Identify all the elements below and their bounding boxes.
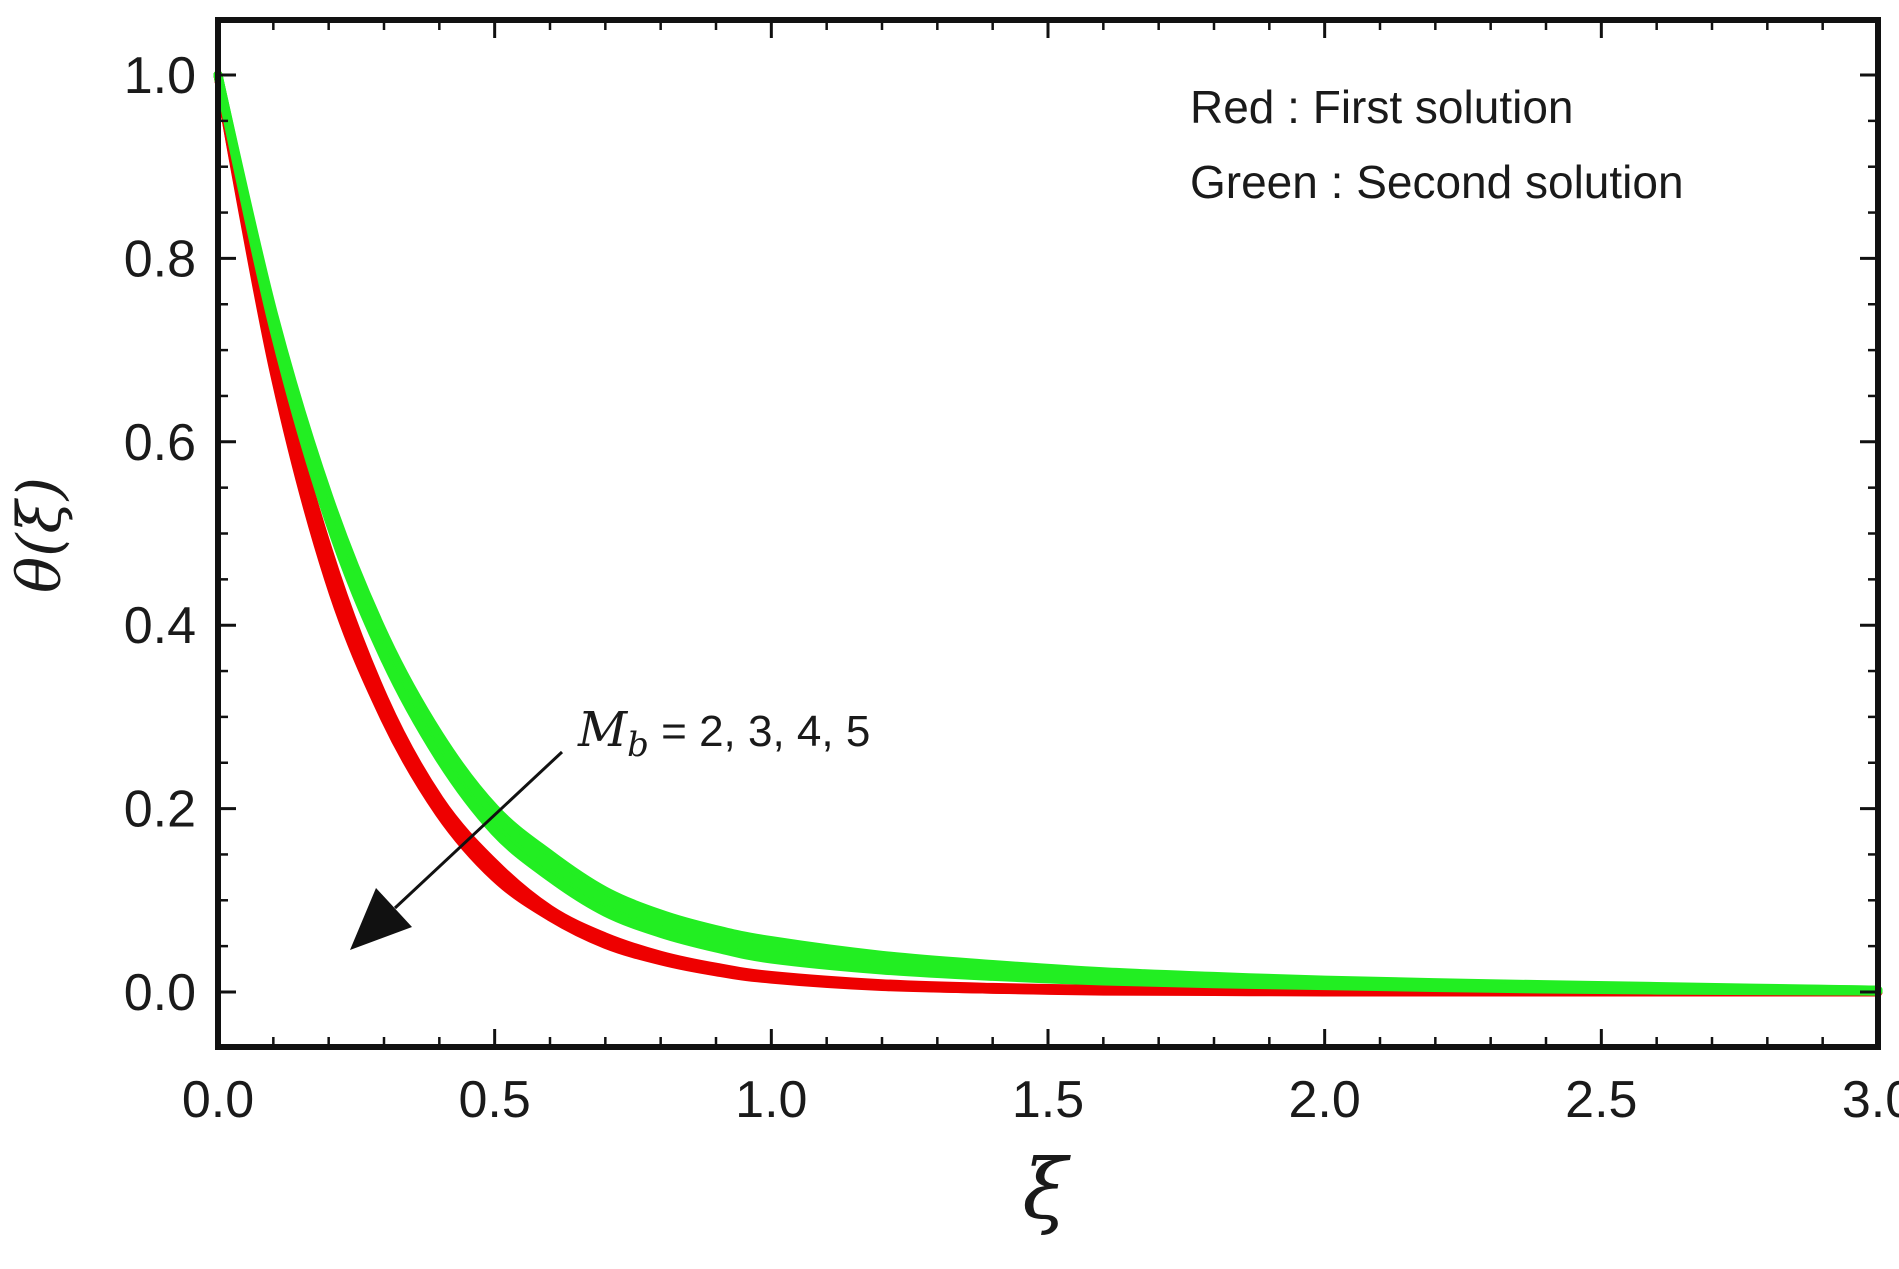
legend-green-sep: : — [1318, 156, 1356, 208]
x-tick-label: 2.5 — [1565, 1071, 1637, 1129]
x-tick-label: 3.0 — [1842, 1071, 1899, 1129]
x-tick-label: 2.0 — [1289, 1071, 1361, 1129]
y-tick-label: 1.0 — [124, 47, 196, 105]
anno-values: = 2, 3, 4, 5 — [649, 707, 870, 756]
legend-red-sep: : — [1274, 81, 1312, 133]
y-tick-label: 0.4 — [124, 597, 196, 655]
y-tick-label: 0.8 — [124, 230, 196, 288]
y-tick-label: 0.2 — [124, 781, 196, 839]
y-axis-title: θ(ξ) — [5, 477, 75, 593]
series-line-8 — [213, 70, 1883, 996]
legend-green-color: Green — [1190, 156, 1318, 208]
x-axis-title: ξ — [1022, 1143, 1071, 1238]
legend-green-desc: Second solution — [1356, 156, 1683, 208]
legend-entry-red: Red : First solution — [1190, 81, 1573, 133]
x-tick-label: 1.5 — [1012, 1071, 1084, 1129]
y-tick-label: 0.6 — [124, 414, 196, 472]
ticks-layer: 0.0 0.5 1.0 1.5 2.0 2.5 3.0 0.0 0.2 0.4 0.6 0.8 1.0 — [124, 20, 1899, 1129]
annotation-arrow-shaft — [393, 750, 564, 910]
legend-red-desc: First solution — [1313, 81, 1574, 133]
curves-layer — [213, 70, 1883, 997]
series-line-4 — [213, 70, 1883, 997]
legend-entry-green: Green : Second solution — [1190, 156, 1684, 208]
annotation-arrow-head — [350, 888, 412, 950]
parameter-annotation: Mb = 2, 3, 4, 5 — [577, 702, 870, 765]
x-tick-label: 0.5 — [459, 1071, 531, 1129]
legend-red-color: Red — [1190, 81, 1274, 133]
y-tick-label: 0.0 — [124, 964, 196, 1022]
x-tick-label: 1.0 — [735, 1071, 807, 1129]
anno-variable: M — [577, 702, 629, 758]
plot-frame — [215, 17, 1881, 1050]
x-tick-label: 0.0 — [182, 1071, 254, 1129]
anno-subscript: b — [627, 725, 649, 765]
